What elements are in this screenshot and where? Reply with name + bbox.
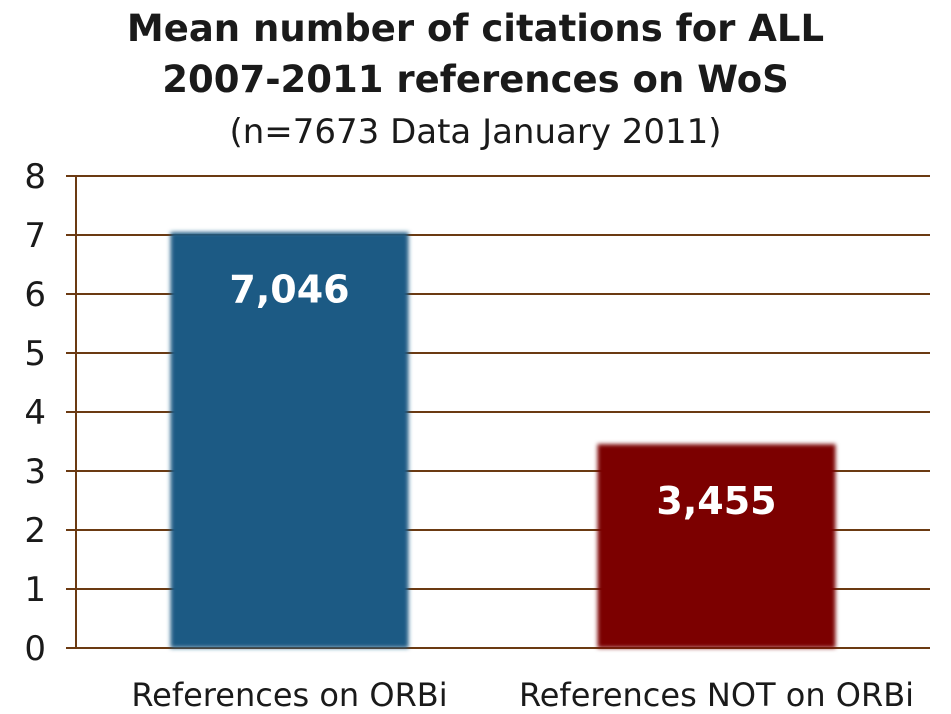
bar bbox=[170, 232, 409, 648]
y-tick-label: 4 bbox=[24, 393, 46, 433]
y-axis: 0 1 2 3 4 5 6 7 8 bbox=[24, 157, 77, 669]
y-tick-label: 2 bbox=[24, 511, 46, 551]
chart-subtitle: (n=7673 Data January 2011) bbox=[229, 112, 722, 152]
labels: 7,046 References on ORBi 3,455 References N… bbox=[131, 267, 914, 714]
chart-title-line-1: Mean number of citations for ALL bbox=[126, 7, 825, 50]
y-tick-label: 0 bbox=[24, 629, 46, 669]
y-tick-label: 6 bbox=[24, 275, 46, 315]
y-tick-label: 3 bbox=[24, 452, 46, 492]
bar bbox=[597, 444, 836, 648]
chart-title-line-2: 2007-2011 references on WoS bbox=[162, 58, 789, 101]
data-label: 7,046 bbox=[229, 267, 349, 311]
x-category-label: References NOT on ORBi bbox=[519, 676, 914, 714]
y-tick-label: 7 bbox=[24, 216, 46, 256]
data-label: 3,455 bbox=[656, 479, 776, 523]
y-tick-label: 8 bbox=[24, 157, 46, 197]
bars bbox=[170, 232, 836, 648]
y-tick-label: 5 bbox=[24, 334, 46, 374]
y-tick-label: 1 bbox=[24, 570, 46, 610]
x-category-label: References on ORBi bbox=[131, 676, 447, 714]
